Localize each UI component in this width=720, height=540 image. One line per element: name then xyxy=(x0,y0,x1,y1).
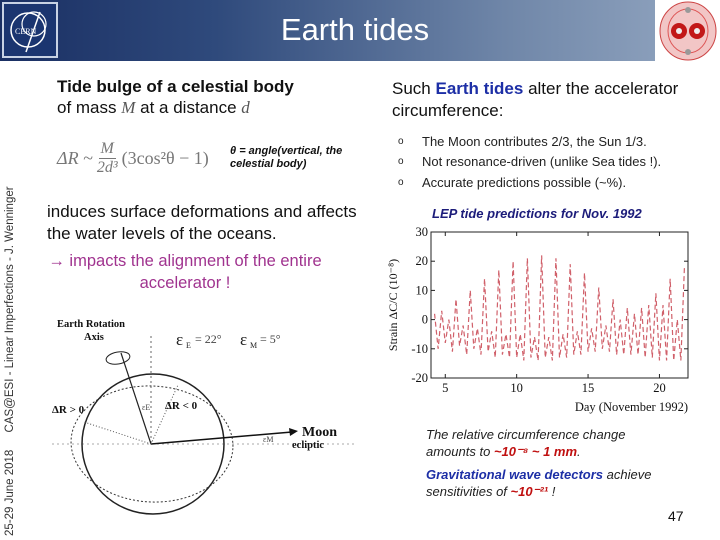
distance-symbol: d xyxy=(241,98,250,117)
y-axis-label: Strain ΔC/C (10⁻⁸) xyxy=(386,259,400,351)
radius-dotted xyxy=(83,421,152,445)
eps-m-symbol: ε xyxy=(240,330,247,349)
note-text: achieve sensitivities of xyxy=(426,467,652,499)
bullet-item: o Accurate predictions possible (~%). xyxy=(398,172,661,193)
moon-arrow-icon xyxy=(289,428,298,436)
heading-line-1: Tide bulge of a celestial body xyxy=(57,77,294,96)
tide-formula: ΔR ~ M 2d³ (3cos²θ − 1) xyxy=(57,140,209,177)
impacts-text: → impacts the alignment of the entire ac… xyxy=(48,252,322,292)
rotation-arrow-icon xyxy=(105,351,131,365)
axis-label-2: Axis xyxy=(84,332,104,343)
x-tick-label: 10 xyxy=(510,381,523,395)
y-tick-label: -20 xyxy=(411,371,428,385)
bullet-marker: o xyxy=(398,135,404,147)
notes: The relative circumference change amount… xyxy=(426,426,686,500)
radius-dotted xyxy=(150,384,179,445)
y-tick-label: 30 xyxy=(416,225,429,239)
bullet-item: o The Moon contributes 2/3, the Sun 1/3. xyxy=(398,131,661,152)
intro-highlight: Earth tides xyxy=(435,79,524,98)
page-number: 47 xyxy=(668,508,684,524)
eps-e-symbol: ε xyxy=(176,330,183,349)
eps-m-value: = 5° xyxy=(260,332,281,346)
y-tick-label: 10 xyxy=(416,283,429,297)
y-tick-label: -10 xyxy=(411,342,428,356)
ecliptic-label: ecliptic xyxy=(292,440,324,451)
right-intro: Such Earth tides alter the accelerator c… xyxy=(392,78,712,122)
note-text: The relative circumference change amount… xyxy=(426,427,626,459)
bullet-text: The Moon contributes 2/3, the Sun 1/3. xyxy=(422,133,647,149)
bullet-text: Not resonance-driven (unlike Sea tides !… xyxy=(422,154,662,170)
eps-e-sub: E xyxy=(186,341,191,350)
earth-circle xyxy=(81,373,225,515)
earth-tide-diagram: Earth Rotation Axis ε E = 22° ε M = 5° Δ… xyxy=(52,319,355,515)
formula-numerator: M xyxy=(98,140,116,159)
eps-e-angle-label: εE xyxy=(142,403,150,412)
x-tick-label: 15 xyxy=(582,381,595,395)
note-value: ~10⁻²¹ xyxy=(510,484,549,499)
dr-positive-label: ΔR > 0 xyxy=(52,404,85,416)
title-bar xyxy=(0,0,720,61)
heading-text: at a distance xyxy=(135,98,242,117)
strain-series-line xyxy=(433,255,686,361)
formula-rhs: (3cos²θ − 1) xyxy=(121,148,209,168)
note-2: Gravitational wave detectors achieve sen… xyxy=(426,466,686,500)
heading-line-2: of mass M at a distance d xyxy=(57,97,294,118)
x-tick-label: 5 xyxy=(442,381,448,395)
formula-fraction: M 2d³ xyxy=(97,140,118,177)
bullet-marker: o xyxy=(398,176,404,188)
intro-text: alter the accelerator circumference: xyxy=(392,79,679,120)
heading-text: of mass xyxy=(57,98,122,117)
bullet-marker: o xyxy=(398,156,404,168)
x-axis-label: Day (November 1992) xyxy=(575,400,688,414)
eps-m-sub: M xyxy=(250,341,257,350)
formula-denominator: 2d³ xyxy=(96,159,118,176)
mass-symbol: M xyxy=(121,98,136,117)
bullet-text: Accurate predictions possible (~%). xyxy=(422,174,627,190)
cern-logo: CERN xyxy=(2,2,58,58)
left-heading: Tide bulge of a celestial body of mass M… xyxy=(57,76,294,118)
tidal-bulge-ellipse xyxy=(70,385,234,503)
note-text: ! xyxy=(548,484,556,499)
chart-title: LEP tide predictions for Nov. 1992 xyxy=(432,206,642,221)
lhc-field-logo xyxy=(655,0,720,62)
intro-text: Such xyxy=(392,79,436,98)
y-tick-label: 0 xyxy=(422,313,428,327)
slide-title: Earth tides xyxy=(280,12,430,47)
note-highlight: Gravitational wave detectors xyxy=(426,467,604,482)
moon-label: Moon xyxy=(302,425,337,440)
rotation-axis xyxy=(120,352,152,445)
bullet-item: o Not resonance-driven (unlike Sea tides … xyxy=(398,152,661,173)
axis-label-1: Earth Rotation xyxy=(57,319,125,330)
eps-m-angle-label: εM xyxy=(263,435,273,444)
eps-e-value: = 22° xyxy=(195,332,222,346)
dr-negative-label: ΔR < 0 xyxy=(165,400,198,412)
induces-text: induces surface deformations and affects… xyxy=(47,202,357,243)
note-1: The relative circumference change amount… xyxy=(426,426,666,460)
note-value: ~10⁻⁸ ~ 1 mm xyxy=(493,444,578,459)
plot-frame xyxy=(430,231,689,379)
tide-chart: 5 10 15 20 -20 -10 0 10 20 30 Day (November 1992)… xyxy=(386,225,689,414)
theta-note: θ = angle(vertical, the celestial body) xyxy=(230,145,343,170)
formula-lhs: ΔR ~ xyxy=(57,148,93,168)
svg-text:CERN: CERN xyxy=(15,27,37,36)
moon-direction-line xyxy=(150,431,293,445)
x-tick-label: 20 xyxy=(653,381,666,395)
note-text: . xyxy=(577,444,581,459)
bullet-list: o The Moon contributes 2/3, the Sun 1/3. … xyxy=(398,131,661,193)
y-tick-label: 20 xyxy=(416,254,429,268)
